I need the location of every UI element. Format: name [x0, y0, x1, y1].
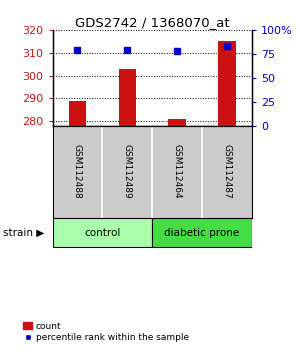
Bar [169, 119, 186, 126]
Text: control: control [84, 228, 121, 238]
Legend: count, percentile rank within the sample: count, percentile rank within the sample [20, 318, 193, 346]
Text: GSM112489: GSM112489 [123, 144, 132, 199]
FancyBboxPatch shape [52, 218, 152, 247]
Text: diabetic prone: diabetic prone [164, 228, 240, 238]
FancyBboxPatch shape [152, 218, 252, 247]
Text: strain ▶: strain ▶ [3, 228, 44, 238]
Bar [69, 101, 86, 126]
Text: GSM112488: GSM112488 [73, 144, 82, 199]
Title: GDS2742 / 1368070_at: GDS2742 / 1368070_at [75, 16, 230, 29]
Bar [218, 41, 236, 126]
Text: GSM112487: GSM112487 [223, 144, 232, 199]
Bar [118, 69, 136, 126]
Text: GSM112464: GSM112464 [173, 144, 182, 199]
